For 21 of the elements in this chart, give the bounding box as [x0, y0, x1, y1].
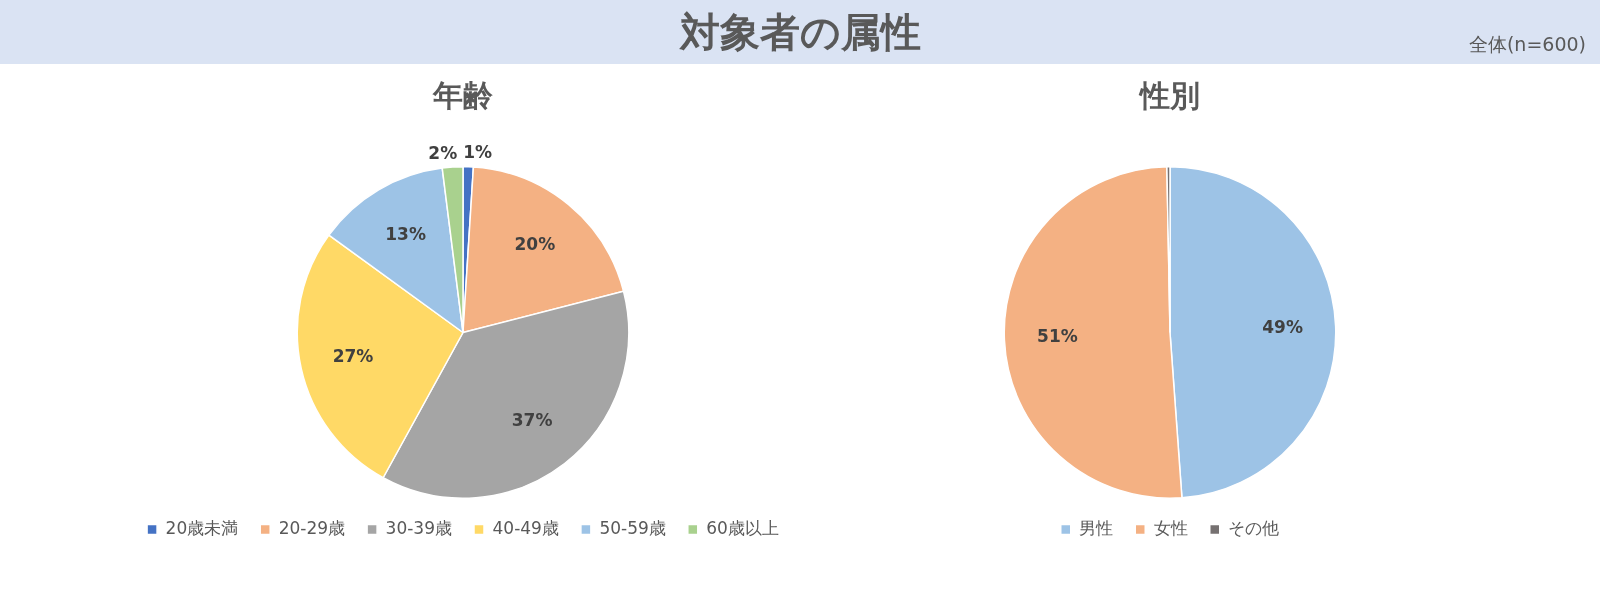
chart-title: 年齢: [432, 77, 493, 113]
data-label: 51%: [1037, 326, 1078, 347]
data-label: 13%: [385, 223, 426, 244]
data-label: 49%: [1262, 316, 1303, 337]
legend-label: 30-39歳: [385, 517, 453, 538]
text: 全体(n=600): [1468, 32, 1586, 57]
legend-label: 60歳以上: [706, 517, 779, 538]
legend-label: 20歳未満: [165, 517, 239, 538]
data-label: 2%: [428, 142, 458, 163]
data-label: 20%: [514, 234, 556, 255]
legend-label: 女性: [1153, 517, 1188, 538]
legend-label: 40-49歳: [492, 517, 559, 538]
legend-label: その他: [1228, 517, 1280, 538]
legend-label: 20-29歳: [278, 517, 346, 538]
data-label: 27%: [332, 345, 374, 366]
chart-title: 性別: [1138, 77, 1200, 113]
data-label: 37%: [511, 409, 553, 430]
data-label: 1%: [463, 142, 493, 163]
legend-label: 男性: [1079, 517, 1114, 538]
legend-label: 50-59歳: [599, 517, 666, 538]
text: 対象者の属性: [679, 9, 921, 55]
